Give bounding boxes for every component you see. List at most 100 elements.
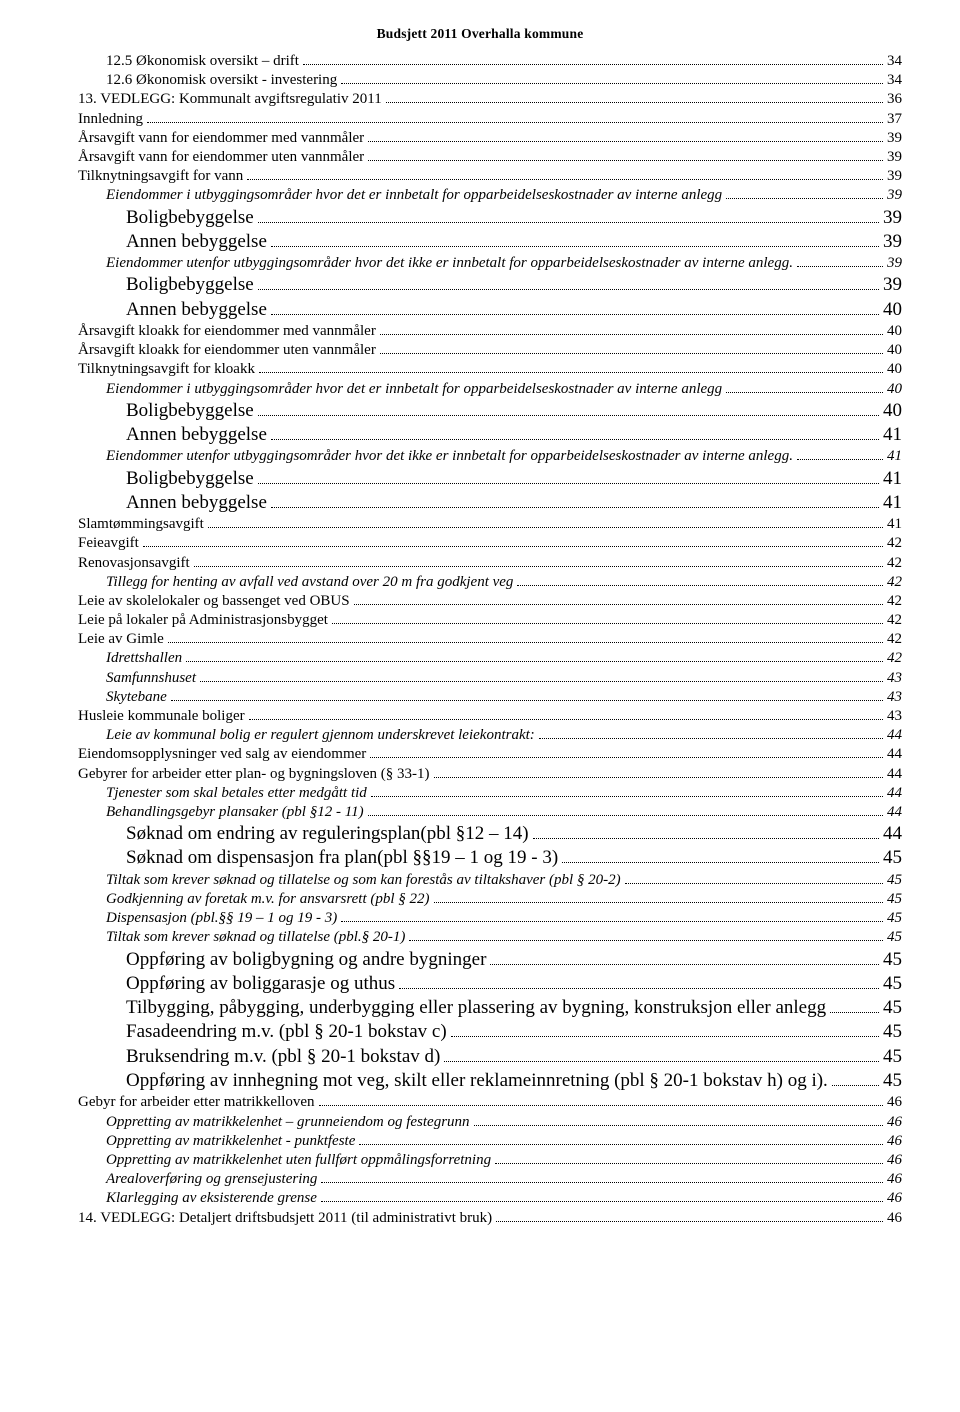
toc-entry-label: Årsavgift vann for eiendommer med vannmå… [78, 129, 364, 148]
toc-entry-page: 45 [883, 1069, 902, 1093]
toc-entry-label: Annen bebyggelse [126, 423, 267, 447]
toc-entry-label: Eiendommer i utbyggingsområder hvor det … [106, 380, 722, 399]
toc-leader-dots [147, 111, 883, 123]
toc-entry: Tilknytningsavgift for kloakk40 [58, 360, 902, 379]
toc-entry-label: Renovasjonsavgift [78, 554, 190, 573]
toc-leader-dots [496, 1210, 883, 1222]
toc-leader-dots [399, 975, 879, 989]
toc-entry: Leie av kommunal bolig er regulert gjenn… [58, 726, 902, 745]
toc-entry-page: 39 [883, 273, 902, 297]
toc-entry-label: Innledning [78, 110, 143, 129]
toc-entry: Tjenester som skal betales etter medgått… [58, 784, 902, 803]
toc-leader-dots [271, 494, 879, 508]
toc-leader-dots [258, 208, 879, 222]
toc-entry-label: Søknad om dispensasjon fra plan(pbl §§19… [126, 846, 558, 870]
toc-entry-label: Feieavgift [78, 534, 139, 553]
toc-leader-dots [370, 747, 883, 759]
toc-entry-label: Oppføring av boligbygning og andre bygni… [126, 948, 486, 972]
toc-leader-dots [332, 613, 883, 625]
toc-entry: Leie av Gimle42 [58, 630, 902, 649]
toc-entry: 13. VEDLEGG: Kommunalt avgiftsregulativ … [58, 90, 902, 109]
toc-entry-page: 41 [887, 515, 902, 534]
toc-leader-dots [797, 449, 883, 461]
toc-entry-page: 41 [883, 491, 902, 515]
toc-entry: 14. VEDLEGG: Detaljert driftsbudsjett 20… [58, 1209, 902, 1228]
toc-entry: Årsavgift vann for eiendommer uten vannm… [58, 148, 902, 167]
toc-entry-page: 39 [887, 129, 902, 148]
toc-entry: Boligbebyggelse41 [58, 467, 902, 491]
toc-entry: Tillegg for henting av avfall ved avstan… [58, 573, 902, 592]
toc-leader-dots [249, 709, 883, 721]
toc-entry-page: 42 [887, 630, 902, 649]
toc-entry-label: Slamtømmingsavgift [78, 515, 204, 534]
toc-leader-dots [409, 930, 883, 942]
toc-entry-page: 45 [887, 928, 902, 947]
toc-entry: Fasadeendring m.v. (pbl § 20-1 bokstav c… [58, 1020, 902, 1044]
toc-entry-page: 45 [887, 890, 902, 909]
toc-entry-page: 42 [887, 534, 902, 553]
toc-entry: Slamtømmingsavgift 41 [58, 515, 902, 534]
toc-leader-dots [194, 555, 883, 567]
toc-entry-page: 34 [887, 52, 902, 71]
toc-entry-page: 43 [887, 688, 902, 707]
toc-entry-page: 39 [887, 186, 902, 205]
toc-entry-label: Oppretting av matrikkelenhet – grunneien… [106, 1113, 470, 1132]
toc-entry-page: 44 [887, 726, 902, 745]
toc-entry: Eiendommer i utbyggingsområder hvor det … [58, 186, 902, 205]
toc-entry: Husleie kommunale boliger43 [58, 707, 902, 726]
toc-entry: Oppføring av boligbygning og andre bygni… [58, 948, 902, 972]
toc-leader-dots [321, 1191, 883, 1203]
toc-leader-dots [208, 517, 883, 529]
toc-entry-label: 14. VEDLEGG: Detaljert driftsbudsjett 20… [78, 1209, 492, 1228]
toc-entry: Tiltak som krever søknad og tillatelse o… [58, 871, 902, 890]
toc-leader-dots [271, 233, 879, 247]
toc-leader-dots [371, 785, 883, 797]
toc-leader-dots [495, 1152, 883, 1164]
toc-leader-dots [434, 891, 883, 903]
toc-leader-dots [168, 632, 883, 644]
toc-entry-label: Gebyr for arbeider etter matrikkelloven [78, 1093, 315, 1112]
toc-entry-label: Tilknytningsavgift for vann [78, 167, 243, 186]
toc-entry-label: Boligbebyggelse [126, 206, 254, 230]
page-header: Budsjett 2011 Overhalla kommune [58, 26, 902, 42]
toc-entry: Søknad om dispensasjon fra plan(pbl §§19… [58, 846, 902, 870]
toc-entry: Annen bebyggelse40 [58, 298, 902, 322]
toc-entry-label: Leie av skolelokaler og bassenget ved OB… [78, 592, 350, 611]
toc-leader-dots [319, 1095, 883, 1107]
toc-entry-page: 45 [887, 871, 902, 890]
toc-leader-dots [259, 362, 883, 374]
toc-leader-dots [451, 1023, 879, 1037]
toc-entry-page: 44 [883, 822, 902, 846]
header-title: Budsjett 2011 Overhalla kommune [377, 26, 584, 41]
toc-entry-label: Oppføring av innhegning mot veg, skilt e… [126, 1069, 828, 1093]
toc-entry-label: Boligbebyggelse [126, 399, 254, 423]
toc-entry: Oppretting av matrikkelenhet - punktfest… [58, 1132, 902, 1151]
toc-entry-page: 44 [887, 803, 902, 822]
toc-entry-page: 39 [887, 254, 902, 273]
toc-entry: Årsavgift vann for eiendommer med vannmå… [58, 129, 902, 148]
toc-leader-dots [359, 1133, 883, 1145]
toc-entry-label: Boligbebyggelse [126, 273, 254, 297]
toc-entry: Samfunnshuset43 [58, 669, 902, 688]
toc-entry-label: Godkjenning av foretak m.v. for ansvarsr… [106, 890, 430, 909]
toc-entry-label: Idrettshallen [106, 649, 182, 668]
toc-entry-label: 12.5 Økonomisk oversikt – drift [106, 52, 299, 71]
toc-entry: Annen bebyggelse 41 [58, 491, 902, 515]
toc-entry: Årsavgift kloakk for eiendommer uten van… [58, 341, 902, 360]
toc-entry-page: 40 [887, 341, 902, 360]
toc-leader-dots [368, 130, 883, 142]
toc-entry-page: 41 [887, 447, 902, 466]
toc-entry-label: Annen bebyggelse [126, 491, 267, 515]
document-page: Budsjett 2011 Overhalla kommune 12.5 Øko… [0, 0, 960, 1412]
toc-entry: Leie på lokaler på Administrasjonsbygget… [58, 611, 902, 630]
toc-entry-label: Gebyrer for arbeider etter plan- og bygn… [78, 765, 430, 784]
toc-entry-page: 40 [887, 360, 902, 379]
toc-entry-label: Tiltak som krever søknad og tillatelse (… [106, 928, 405, 947]
toc-leader-dots [726, 381, 883, 393]
toc-entry: Godkjenning av foretak m.v. for ansvarsr… [58, 890, 902, 909]
toc-entry-page: 43 [887, 669, 902, 688]
toc-leader-dots [303, 54, 883, 66]
toc-entry-label: Boligbebyggelse [126, 467, 254, 491]
toc-entry-page: 41 [883, 423, 902, 447]
toc-entry-page: 42 [887, 554, 902, 573]
